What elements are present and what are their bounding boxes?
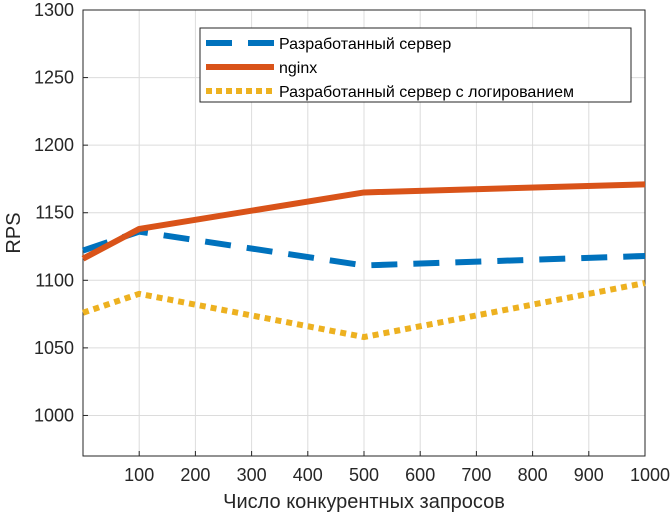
x-axis: 100 200 300 400 500 600 700 800 900 1000 (124, 451, 670, 485)
x-axis-title: Число конкурентных запросов (223, 491, 505, 513)
y-axis-title: RPS (3, 212, 25, 253)
x-tick-label: 700 (461, 465, 491, 485)
series-group (81, 181, 646, 341)
x-tick-label: 200 (180, 465, 210, 485)
x-tick-label: 400 (293, 465, 323, 485)
x-tick-label: 100 (124, 465, 154, 485)
y-tick-label: 1200 (34, 135, 74, 155)
y-tick-label: 1150 (35, 203, 74, 223)
legend: Разработанный сервер nginx Разработанный с… (199, 27, 632, 103)
legend-label-1: Разработанный сервер (279, 36, 451, 53)
series-line-3 (82, 280, 646, 341)
legend-label-3: Разработанный сервер с логированием (279, 84, 574, 101)
x-tick-label: 500 (349, 465, 379, 485)
y-tick-label: 1250 (34, 68, 74, 88)
x-tick-label: 300 (237, 465, 267, 485)
y-tick-label: 1000 (34, 405, 74, 425)
x-tick-label: 600 (405, 465, 435, 485)
y-tick-label: 1050 (34, 338, 74, 358)
y-tick-label: 1300 (34, 0, 74, 20)
series-line-1 (82, 228, 646, 269)
x-tick-label: 800 (518, 465, 548, 485)
x-tick-label: 900 (574, 465, 604, 485)
series-line-2 (81, 181, 646, 262)
y-axis: 1000 1050 1100 1150 1200 1250 1300 (34, 0, 88, 425)
legend-label-2: nginx (279, 60, 317, 77)
y-tick-label: 1100 (35, 270, 74, 290)
x-tick-label: 1000 (630, 465, 670, 485)
